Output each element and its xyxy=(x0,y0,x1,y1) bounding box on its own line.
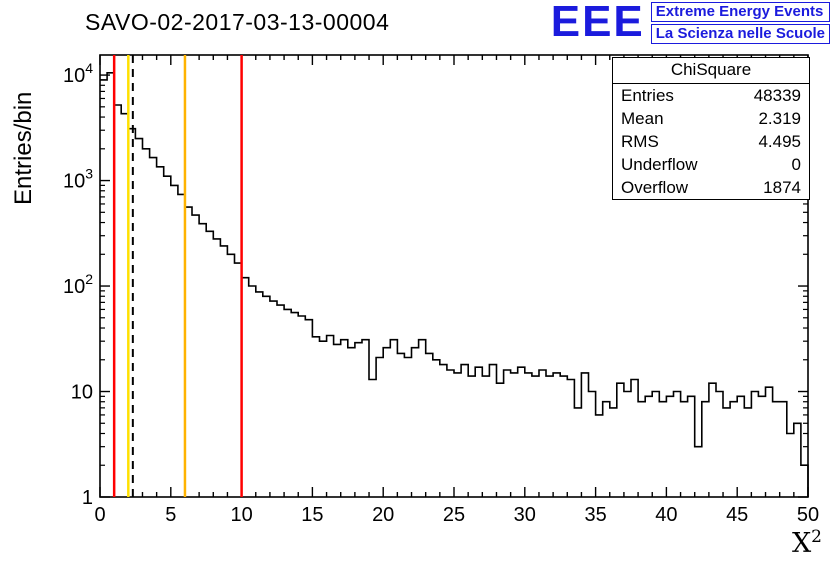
x-tick-label: 10 xyxy=(230,504,252,526)
stats-row-overflow: Overflow 1874 xyxy=(613,176,809,199)
x-tick-label: 50 xyxy=(797,504,819,526)
x-tick-label: 0 xyxy=(94,504,105,526)
y-tick-label: 103 xyxy=(63,166,93,193)
x-tick-label: 20 xyxy=(372,504,394,526)
x-tick-label: 45 xyxy=(726,504,748,526)
y-tick-label: 104 xyxy=(63,60,93,87)
stats-value: 0 xyxy=(791,155,801,174)
stats-value: 48339 xyxy=(753,86,801,105)
x-axis-title-base: X xyxy=(791,528,812,559)
histogram-step-line xyxy=(100,72,809,497)
stats-row-mean: Mean 2.319 xyxy=(613,107,809,130)
stats-box-title: ChiSquare xyxy=(613,58,809,84)
y-axis-title: Entries/bin xyxy=(10,91,37,205)
stats-box: ChiSquare Entries 48339 Mean 2.319 RMS 4… xyxy=(612,57,810,200)
eee-logo-text-block: Extreme Energy Events La Scienza nelle S… xyxy=(650,2,830,44)
stats-label: Underflow xyxy=(621,155,698,174)
y-tick-label: 10 xyxy=(71,382,93,404)
x-tick-label: 30 xyxy=(514,504,536,526)
stats-value: 1874 xyxy=(763,178,801,197)
x-axis-title: X2 xyxy=(792,527,822,559)
stats-value: 4.495 xyxy=(758,132,801,151)
x-tick-label: 5 xyxy=(165,504,176,526)
stats-row-underflow: Underflow 0 xyxy=(613,153,809,176)
stats-label: RMS xyxy=(621,132,659,151)
y-tick-label: 1 xyxy=(82,487,93,509)
y-tick-label: 102 xyxy=(63,271,93,298)
x-axis-title-exponent: 2 xyxy=(811,527,822,547)
stats-label: Overflow xyxy=(621,178,689,197)
plot-title: SAVO-02-2017-03-13-00004 xyxy=(85,9,390,35)
x-tick-label: 35 xyxy=(584,504,606,526)
eee-logo-line1: Extreme Energy Events xyxy=(650,2,830,22)
eee-logo-line2: La Scienza nelle Scuole xyxy=(650,24,830,44)
x-tick-label: 25 xyxy=(443,504,465,526)
stats-label: Entries xyxy=(621,86,674,105)
stats-row-entries: Entries 48339 xyxy=(613,84,809,107)
stats-value: 2.319 xyxy=(758,109,801,128)
eee-logo: EEE Extreme Energy Events La Scienza nel… xyxy=(550,0,830,46)
x-tick-label: 15 xyxy=(301,504,323,526)
stats-row-rms: RMS 4.495 xyxy=(613,130,809,153)
x-tick-label: 40 xyxy=(655,504,677,526)
stats-label: Mean xyxy=(621,109,664,128)
eee-logo-letters: EEE xyxy=(550,0,645,46)
